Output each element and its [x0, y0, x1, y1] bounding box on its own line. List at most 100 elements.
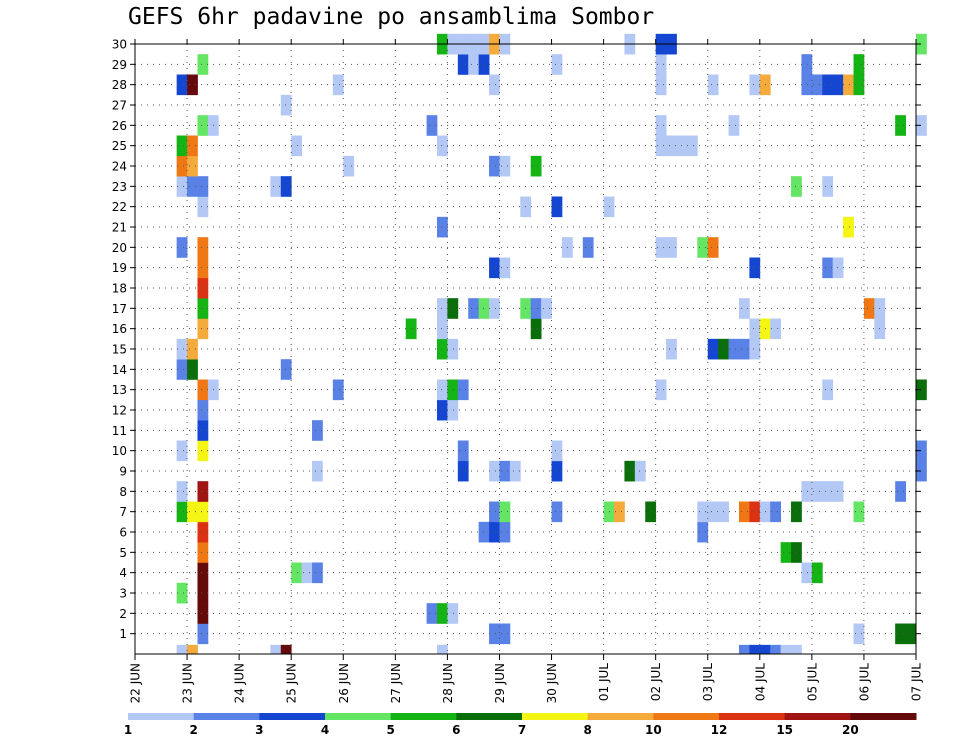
heatmap-cell: [187, 359, 198, 380]
heatmap-cell: [614, 501, 625, 523]
heatmap-cell: [312, 460, 323, 482]
heatmap-cell: [489, 501, 500, 523]
heatmap-cell: [436, 338, 448, 360]
heatmap-cell: [489, 74, 500, 96]
colorbar-label: 1: [124, 723, 132, 737]
colorbar-swatch: [128, 713, 195, 720]
heatmap-cell: [551, 440, 563, 462]
heatmap-cell: [780, 542, 792, 563]
colorbar-swatch: [784, 713, 851, 720]
heatmap-cell: [187, 644, 198, 655]
heatmap-cell: [916, 33, 927, 55]
colorbar-label: 12: [711, 723, 728, 737]
heatmap-cell: [666, 237, 677, 258]
heatmap-cell: [624, 460, 636, 482]
heatmap-cell: [291, 135, 303, 157]
heatmap-cell: [489, 623, 500, 645]
heatmap-cell: [457, 440, 469, 462]
heatmap-cell: [436, 603, 448, 624]
heatmap-cell: [707, 338, 719, 360]
heatmap-cell: [749, 74, 761, 96]
heatmap-cell: [738, 298, 750, 319]
heatmap-cell: [489, 155, 500, 177]
y-tick-label: 23: [112, 180, 127, 194]
heatmap-cell: [436, 216, 448, 238]
heatmap-cell: [895, 623, 906, 645]
y-tick-label: 28: [112, 78, 127, 92]
x-tick-label: 02 JUL: [649, 663, 663, 701]
heatmap-cell: [655, 115, 667, 136]
heatmap-cell: [197, 562, 209, 584]
heatmap-cell: [655, 379, 667, 401]
heatmap-cell: [551, 501, 563, 523]
y-tick-label: 16: [112, 322, 127, 336]
colorbar-swatch: [522, 713, 589, 720]
colorbar-label: 10: [645, 723, 662, 737]
heatmap-cell: [197, 623, 209, 645]
heatmap-cell: [176, 155, 188, 177]
heatmap-cell: [822, 379, 834, 401]
colorbar-swatch: [193, 713, 260, 720]
x-tick-label: 05 JUL: [805, 663, 819, 701]
heatmap-cell: [811, 562, 823, 584]
heatmap-cell: [197, 521, 209, 543]
heatmap-cell: [853, 54, 865, 75]
heatmap-cell: [655, 74, 667, 96]
heatmap-cell: [832, 74, 844, 96]
y-tick-label: 5: [119, 546, 127, 560]
heatmap-cell: [738, 644, 750, 655]
heatmap-cell: [197, 176, 209, 197]
x-tick-label: 25 JUN: [285, 663, 299, 703]
heatmap-cell: [811, 74, 823, 96]
heatmap-cell: [551, 196, 563, 218]
y-tick-label: 9: [119, 465, 127, 479]
y-tick-label: 12: [112, 404, 127, 418]
heatmap-cell: [447, 298, 459, 319]
heatmap-cell: [436, 644, 448, 655]
heatmap-cell: [187, 501, 198, 523]
heatmap-cell: [697, 501, 709, 523]
heatmap-cell: [697, 521, 709, 543]
heatmap-cell: [770, 501, 782, 523]
heatmap-cell: [489, 521, 500, 543]
colorbar-label: 8: [583, 723, 591, 737]
heatmap-cell: [270, 644, 282, 655]
heatmap-cell: [197, 54, 209, 75]
x-tick-label: 23 JUN: [181, 663, 195, 703]
heatmap-cell: [728, 115, 740, 136]
y-tick-label: 26: [112, 119, 127, 133]
heatmap-cell: [707, 501, 719, 523]
heatmap-cell: [499, 460, 511, 482]
heatmap-cell: [343, 155, 355, 177]
heatmap-cell: [666, 135, 677, 157]
heatmap-cell: [499, 501, 511, 523]
colorbar-label: 2: [189, 723, 197, 737]
heatmap-cell: [645, 501, 657, 523]
heatmap-cell: [197, 379, 209, 401]
y-tick-label: 24: [112, 160, 127, 174]
heatmap-cell: [187, 74, 198, 96]
heatmap-cell: [791, 176, 802, 197]
heatmap-cell: [707, 237, 719, 258]
heatmap-cell: [197, 257, 209, 279]
y-tick-label: 7: [119, 505, 127, 519]
heatmap-cell: [582, 237, 594, 258]
heatmap-cell: [447, 399, 459, 421]
heatmap-cell: [187, 338, 198, 360]
y-axis: 1234567891011121314151617181920212223242…: [112, 38, 921, 641]
grid-layer: [135, 44, 916, 654]
heatmap-cell: [447, 338, 459, 360]
x-tick-label: 03 JUL: [701, 663, 715, 701]
heatmap-cell: [197, 277, 209, 299]
colorbar: 1 2 3 4 5 6 7 8 10 12 15 20: [124, 713, 917, 737]
heatmap-cell: [853, 623, 865, 645]
heatmap-cell: [187, 176, 198, 197]
heatmap-cell: [176, 359, 188, 380]
heatmap-cell: [176, 644, 188, 655]
heatmap-cell: [895, 115, 906, 136]
heatmap-cell: [551, 460, 563, 482]
heatmap-cell: [436, 399, 448, 421]
heatmap-cell: [197, 196, 209, 218]
heatmap-cell: [197, 298, 209, 319]
heatmap-cell: [530, 298, 542, 319]
